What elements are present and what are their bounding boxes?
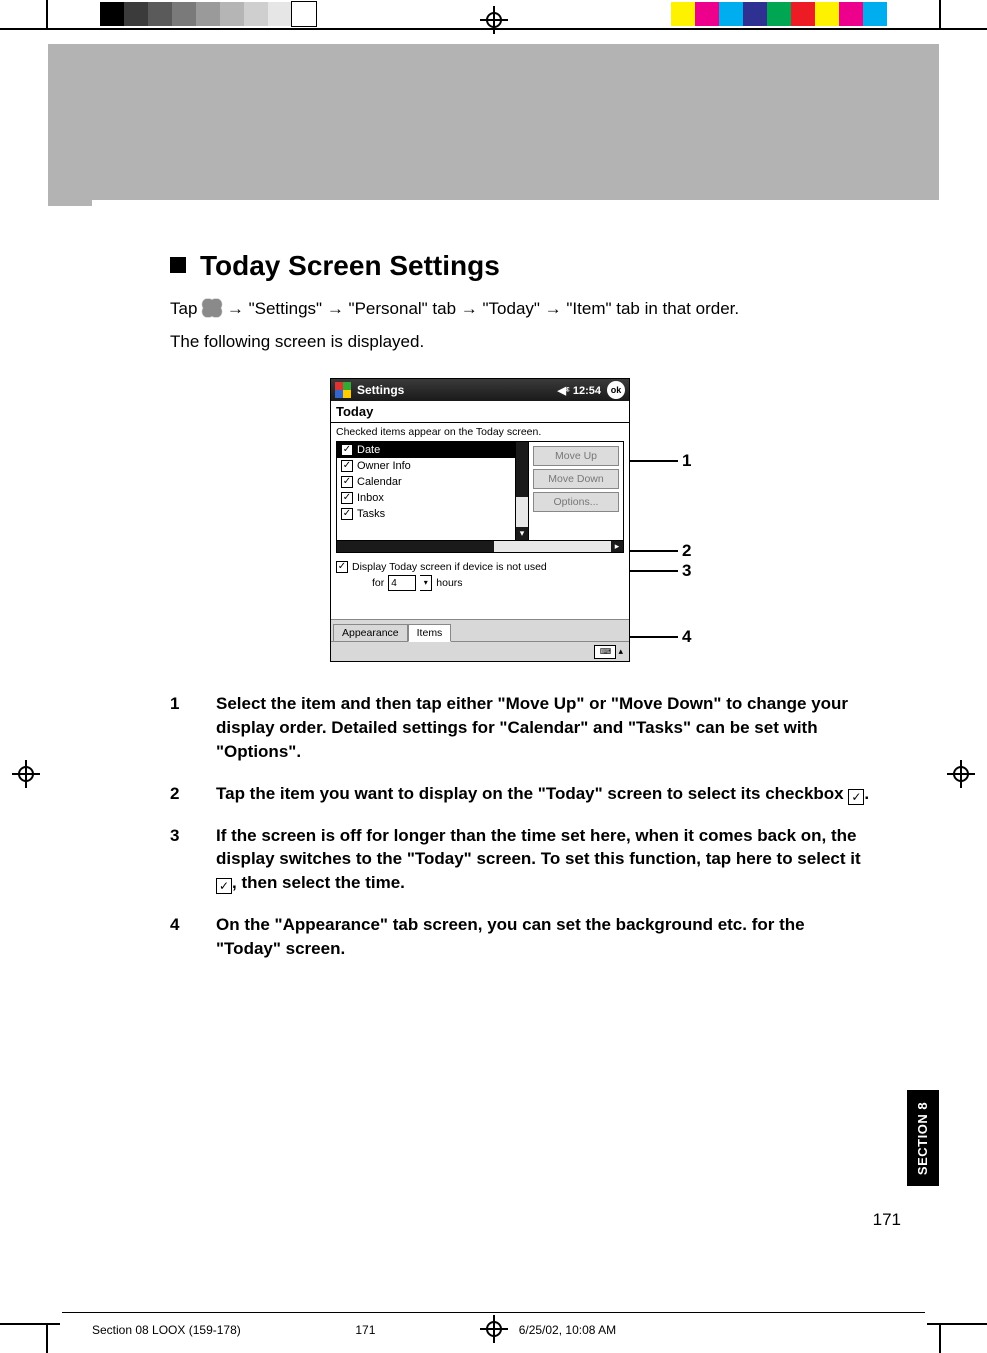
list-item[interactable]: ✓ Inbox <box>337 490 528 506</box>
volume-time[interactable]: ◀ᵋ 12:54 <box>557 384 601 397</box>
start-menu-icon <box>202 299 222 317</box>
title-bullet-icon <box>170 257 186 273</box>
screen-subhead: Today <box>331 401 629 423</box>
item-label: Owner Info <box>357 460 411 472</box>
item-checkbox[interactable]: ✓ <box>341 508 353 520</box>
registration-mark-right <box>947 760 975 788</box>
ok-button[interactable]: ok <box>607 381 625 399</box>
hours-input[interactable] <box>388 575 416 591</box>
item-checkbox[interactable]: ✓ <box>341 444 353 456</box>
leader-2 <box>630 550 678 552</box>
items-list: ✓Date✓Owner Info✓Calendar✓Inbox✓Tasks ▾ … <box>336 441 624 541</box>
vertical-scrollbar[interactable]: ▾ <box>515 442 528 540</box>
checkbox-icon: ✓ <box>848 789 864 805</box>
title-text: Today Screen Settings <box>200 250 500 281</box>
list-item[interactable]: ✓ Calendar <box>337 474 528 490</box>
buttons-column: Move Up Move Down Options... <box>528 442 623 540</box>
page-number: 171 <box>873 1210 901 1230</box>
callout-2: 2 <box>682 541 691 561</box>
options-button[interactable]: Options... <box>533 492 619 512</box>
intro-line: Tap → "Settings" → "Personal" tab → "Tod… <box>170 296 870 322</box>
item-label: Tasks <box>357 508 385 520</box>
sip-bar: ⌨ ▴ <box>331 641 629 661</box>
section-tab: SECTION 8 <box>907 1090 939 1186</box>
grey-swatches <box>100 2 316 26</box>
device-screenshot: Settings ◀ᵋ 12:54 ok Today Checked items… <box>330 378 630 662</box>
auto-return-label: Display Today screen if device is not us… <box>352 561 547 573</box>
leader-3 <box>630 570 678 572</box>
hint-text: Checked items appear on the Today screen… <box>331 423 629 441</box>
list-item[interactable]: ✓ Owner Info <box>337 458 528 474</box>
page-content: Today Screen Settings Tap → "Settings" →… <box>170 250 870 979</box>
item-checkbox[interactable]: ✓ <box>341 460 353 472</box>
item-checkbox[interactable]: ✓ <box>341 476 353 488</box>
item-label: Date <box>357 444 380 456</box>
bottom-tabs: Appearance Items <box>331 619 629 641</box>
auto-return-option: ✓ Display Today screen if device is not … <box>336 561 624 591</box>
horizontal-scrollbar[interactable]: ◂▸ <box>336 541 624 553</box>
move-up-button[interactable]: Move Up <box>533 446 619 466</box>
tab-appearance[interactable]: Appearance <box>333 624 408 642</box>
move-down-button[interactable]: Move Down <box>533 469 619 489</box>
desc-item-4: 4 On the "Appearance" tab screen, you ca… <box>170 913 870 961</box>
sip-up-icon[interactable]: ▴ <box>618 646 623 657</box>
desc-item-3: 3 If the screen is off for longer than t… <box>170 824 870 895</box>
hours-dropdown-icon[interactable]: ▾ <box>420 575 432 591</box>
description-list: 1 Select the item and then tap either "M… <box>170 692 870 960</box>
desc-item-2: 2 Tap the item you want to display on th… <box>170 782 870 806</box>
window-titlebar: Settings ◀ᵋ 12:54 ok <box>331 379 629 401</box>
screenshot-wrapper: Settings ◀ᵋ 12:54 ok Today Checked items… <box>330 378 710 662</box>
callout-1: 1 <box>682 451 691 471</box>
item-label: Calendar <box>357 476 402 488</box>
callout-3: 3 <box>682 561 691 581</box>
registration-mark-bottom <box>480 1315 508 1343</box>
intro-line-2: The following screen is displayed. <box>170 332 870 352</box>
header-grey-band <box>48 44 939 200</box>
print-registration-bar <box>0 0 987 44</box>
auto-return-checkbox[interactable]: ✓ <box>336 561 348 573</box>
keyboard-icon[interactable]: ⌨ <box>594 645 616 659</box>
window-title: Settings <box>357 383 404 397</box>
registration-mark-left <box>12 760 40 788</box>
slug-rule <box>62 1312 925 1313</box>
page-title: Today Screen Settings <box>170 250 870 282</box>
item-label: Inbox <box>357 492 384 504</box>
list-item[interactable]: ✓ Date <box>337 442 528 458</box>
slug-line: Section 08 LOOX (159-178) 171 6/25/02, 1… <box>92 1323 719 1337</box>
desc-item-1: 1 Select the item and then tap either "M… <box>170 692 870 763</box>
items-column: ✓ Date ✓ Owner Info ✓ Calendar ✓ Inbox ✓ Tasks <box>337 442 528 540</box>
callout-4: 4 <box>682 627 691 647</box>
leader-4 <box>630 636 678 638</box>
color-swatches <box>671 2 887 26</box>
leader-1 <box>630 460 678 462</box>
tab-items[interactable]: Items <box>408 624 452 642</box>
checkbox-icon: ✓ <box>216 878 232 894</box>
registration-mark-top <box>480 6 508 34</box>
item-checkbox[interactable]: ✓ <box>341 492 353 504</box>
start-flag-icon[interactable] <box>335 382 351 398</box>
list-item[interactable]: ✓ Tasks <box>337 506 528 522</box>
